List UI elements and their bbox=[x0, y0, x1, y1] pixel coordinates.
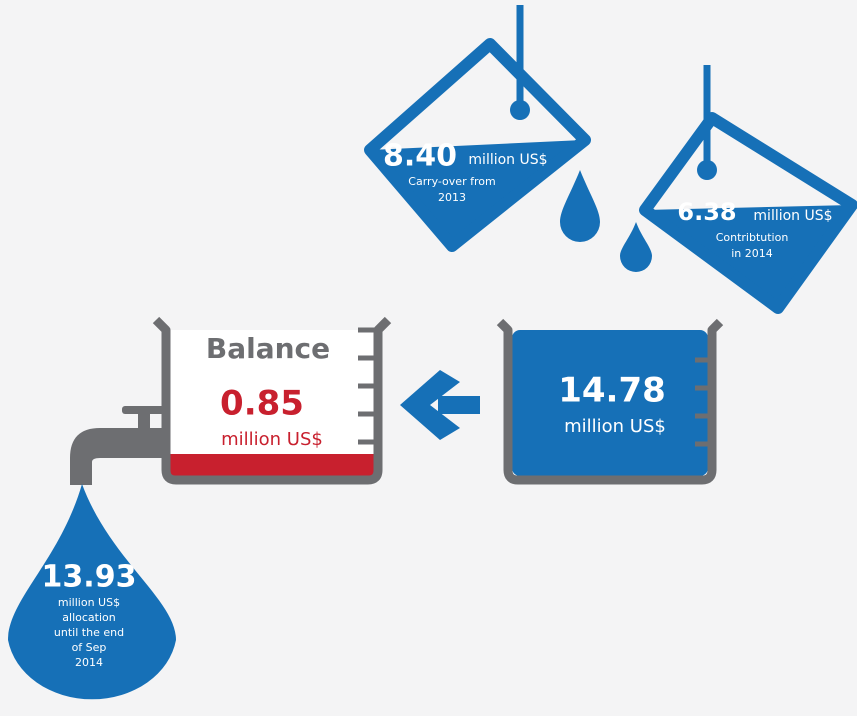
tap bbox=[70, 406, 166, 485]
infographic: 8.40 million US$ Carry-over from 2013 6.… bbox=[0, 0, 857, 712]
total-unit: million US$ bbox=[564, 416, 666, 437]
balance-amount: 0.85 bbox=[220, 384, 304, 424]
allocation-line: until the end bbox=[54, 626, 124, 639]
carry-over-unit: million US$ bbox=[468, 152, 547, 168]
carry-over-label: Carry-over from bbox=[408, 175, 495, 188]
balance-unit: million US$ bbox=[221, 429, 323, 450]
carry-over-container bbox=[370, 5, 585, 246]
balance-title: Balance bbox=[206, 332, 330, 365]
allocation-line: of Sep bbox=[72, 641, 107, 654]
arrow bbox=[438, 396, 480, 414]
contribution-amount: 6.38 bbox=[677, 198, 736, 226]
carry-over-label: 2013 bbox=[438, 191, 466, 204]
contribution-unit: million US$ bbox=[753, 208, 832, 224]
allocation-line: allocation bbox=[62, 611, 115, 624]
total-amount: 14.78 bbox=[558, 371, 666, 411]
contribution-label: in 2014 bbox=[731, 247, 773, 260]
carry-over-amount: 8.40 bbox=[383, 139, 457, 174]
allocation-amount: 13.93 bbox=[42, 560, 137, 595]
page: {"carry_over": {"amount": "8.40", "unit"… bbox=[0, 0, 857, 712]
allocation-line: million US$ bbox=[58, 596, 120, 609]
drop bbox=[560, 170, 600, 242]
allocation-line: 2014 bbox=[75, 656, 103, 669]
drop bbox=[620, 222, 652, 272]
contribution-label: Contribtution bbox=[716, 231, 789, 244]
contribution-container bbox=[645, 65, 852, 308]
